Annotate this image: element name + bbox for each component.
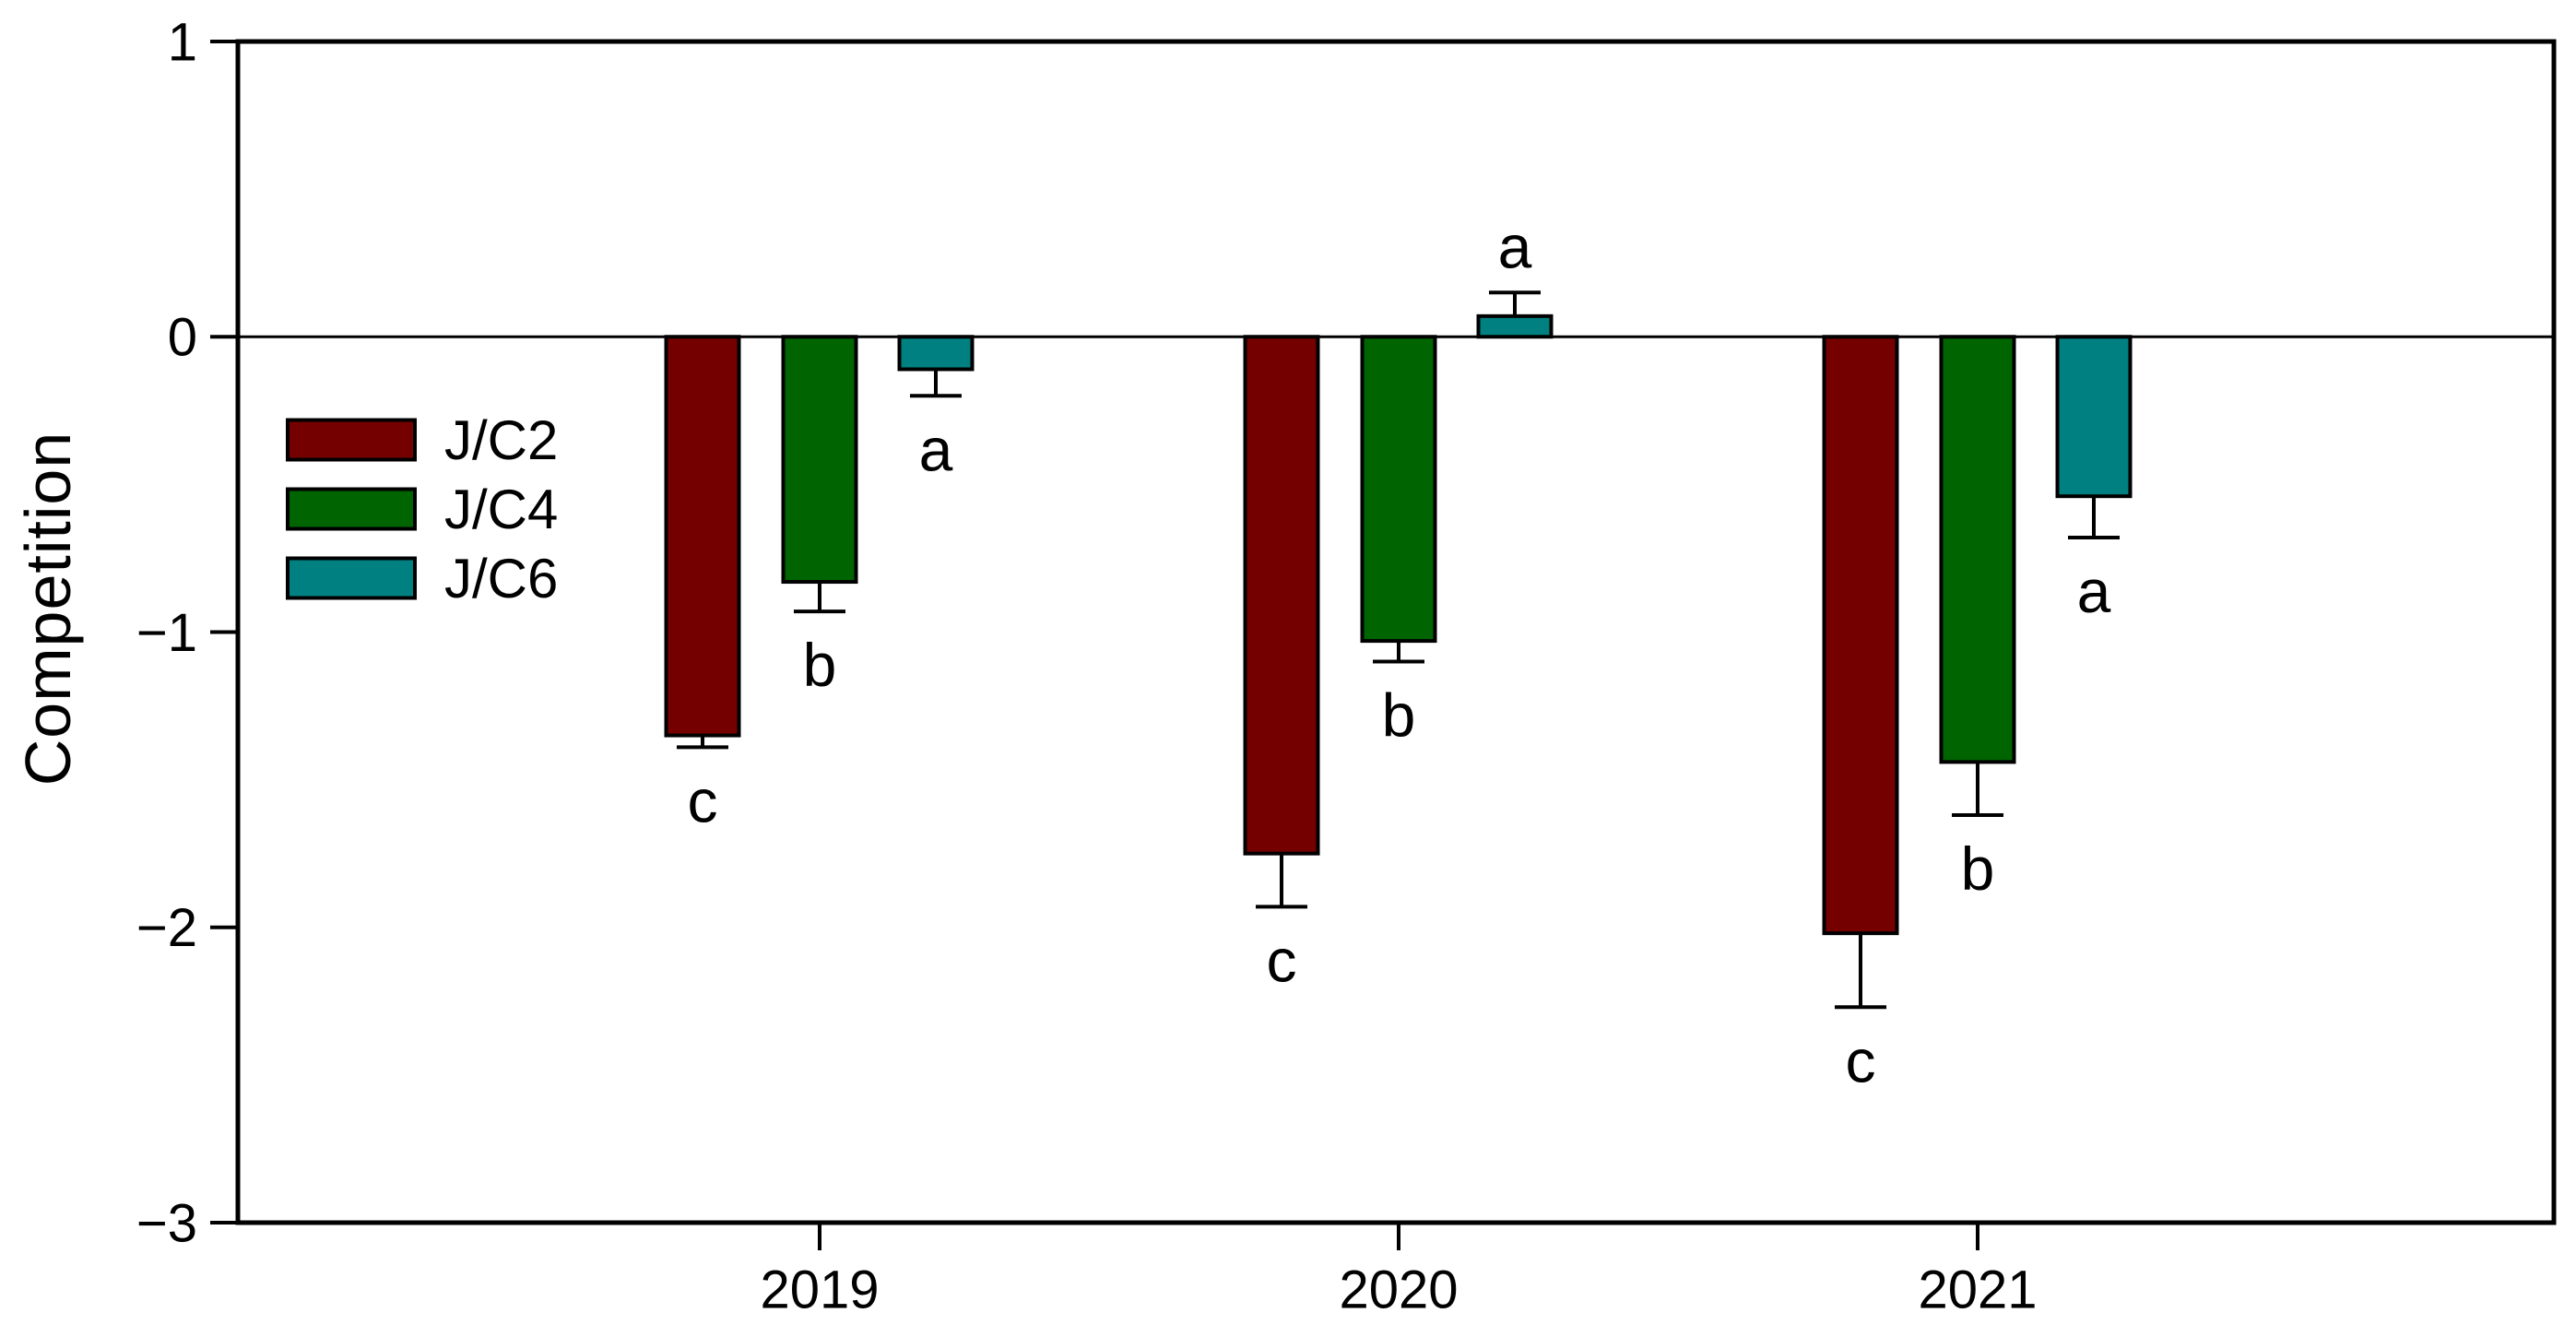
legend-label-jc2: J/C2 [444, 409, 558, 471]
x-tick-label-2020: 2020 [1339, 1260, 1458, 1319]
sig-letter-jc2-2021: c [1846, 1026, 1876, 1094]
sig-letter-jc4-2021: b [1961, 834, 1995, 903]
bar-jc2-2021 [1822, 335, 1899, 936]
sig-letter-jc2-2020: c [1267, 926, 1297, 994]
sig-letter-jc2-2019: c [688, 766, 718, 834]
sig-letter-jc6-2019: a [919, 415, 953, 483]
bar-jc6-2020 [1476, 314, 1554, 339]
bar-jc4-2021 [1939, 335, 2016, 764]
bar-jc6-2021 [2055, 335, 2133, 499]
y-tick-label: 1 [168, 12, 197, 72]
bar-jc4-2020 [1360, 335, 1437, 644]
x-tick-label-2019: 2019 [760, 1260, 879, 1319]
y-tick-label: −3 [136, 1193, 197, 1253]
y-tick-label: 0 [168, 308, 197, 368]
legend-label-jc4: J/C4 [444, 479, 558, 540]
x-tick-label-2021: 2021 [1918, 1260, 2037, 1319]
bar-jc4-2019 [781, 335, 858, 585]
y-tick-label: −1 [136, 603, 197, 663]
legend-swatch-jc2 [286, 418, 417, 462]
legend-label-jc6: J/C6 [444, 548, 558, 609]
bar-jc2-2020 [1243, 335, 1320, 856]
sig-letter-jc4-2020: b [1382, 681, 1416, 750]
sig-letter-jc6-2021: a [2077, 557, 2111, 625]
sig-letter-jc6-2020: a [1498, 212, 1532, 280]
bar-jc6-2019 [897, 335, 975, 372]
bar-jc2-2019 [664, 335, 741, 738]
legend-swatch-jc6 [286, 556, 417, 600]
legend-swatch-jc4 [286, 487, 417, 531]
y-tick-label: −2 [136, 898, 197, 958]
sig-letter-jc4-2019: b [803, 631, 837, 699]
